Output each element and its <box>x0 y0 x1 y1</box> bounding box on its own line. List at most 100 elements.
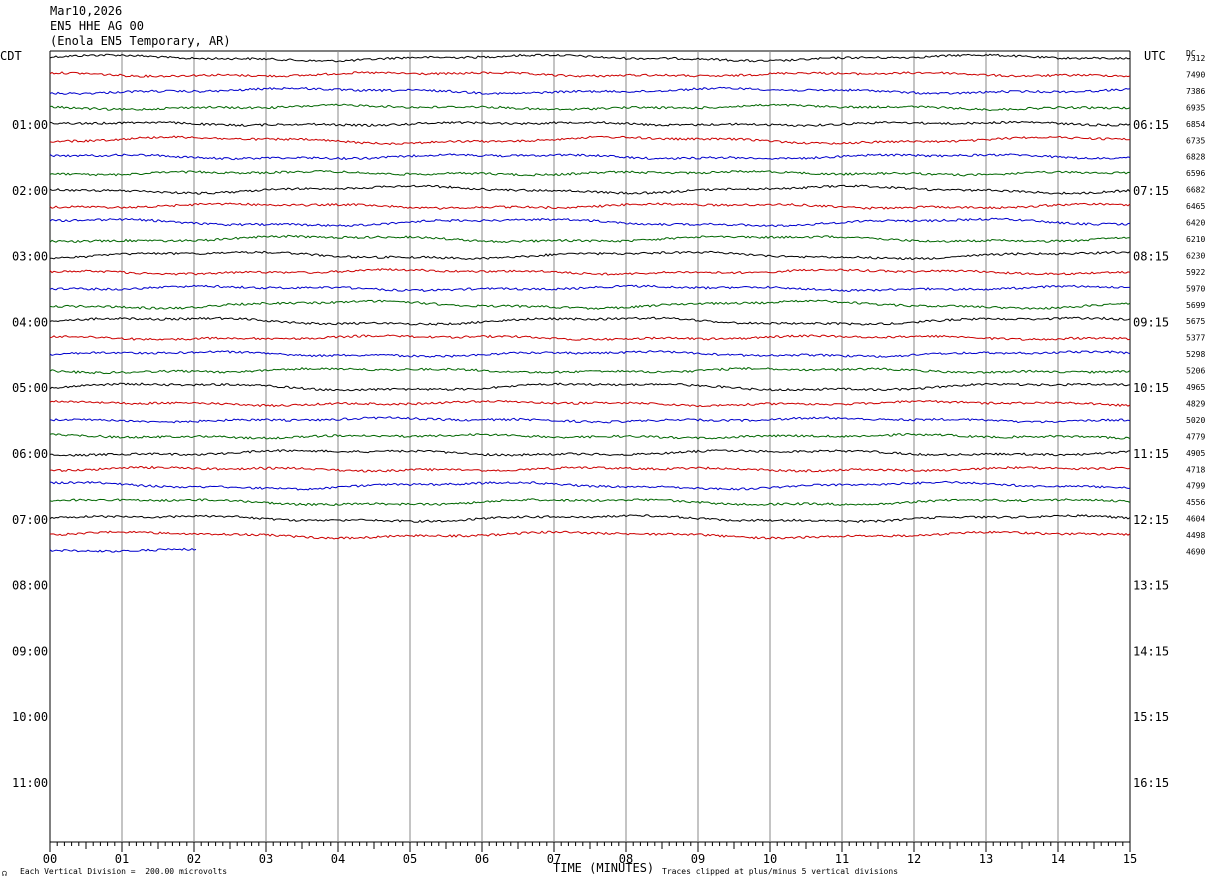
seismic-trace-row <box>49 399 1131 408</box>
dc-offset-label: 6596 <box>1186 169 1205 178</box>
seismic-trace-row <box>49 350 1131 358</box>
right-hour-label: 11:15 <box>1133 447 1169 461</box>
dc-offset-label: 6230 <box>1186 251 1205 260</box>
seismic-trace-row <box>49 217 1131 228</box>
seismic-trace-row <box>49 153 1131 161</box>
dc-offset-label: 6854 <box>1186 120 1205 129</box>
seismic-trace-row <box>49 103 1131 112</box>
seismic-trace-row <box>50 465 1131 473</box>
seismic-trace-row <box>49 480 1130 491</box>
dc-offset-label: 4604 <box>1186 515 1205 524</box>
right-timezone-label: UTC <box>1144 49 1166 63</box>
right-hour-label: 14:15 <box>1133 644 1169 658</box>
x-tick-label: 06 <box>475 852 489 866</box>
seismic-trace-row <box>49 184 1131 195</box>
dc-offset-label: 6465 <box>1186 202 1205 211</box>
seismic-trace-row <box>49 334 1131 341</box>
x-tick-label: 13 <box>979 852 993 866</box>
x-tick-label: 02 <box>187 852 201 866</box>
right-hour-label: 16:15 <box>1133 776 1169 790</box>
dc-offset-label: 6210 <box>1186 235 1205 244</box>
x-tick-label: 15 <box>1123 852 1137 866</box>
right-hour-label: 08:15 <box>1133 250 1169 264</box>
seismic-trace-row <box>49 514 1131 524</box>
dc-offset-label: 6828 <box>1186 153 1205 162</box>
x-tick-label: 04 <box>331 852 345 866</box>
seismic-trace-row <box>49 316 1131 326</box>
station-location: (Enola EN5 Temporary, AR) <box>50 34 231 48</box>
seismic-trace-row <box>49 547 197 553</box>
plot-date: Mar10,2026 <box>50 4 123 18</box>
dc-offset-label: 5922 <box>1186 268 1205 277</box>
right-hour-label: 12:15 <box>1133 513 1169 527</box>
dc-offset-label: 7386 <box>1186 87 1205 96</box>
dc-offset-header: DC <box>1186 49 1196 58</box>
seismic-trace-row <box>49 250 1131 261</box>
seismic-trace-row <box>49 135 1131 146</box>
right-hour-label: 15:15 <box>1133 710 1169 724</box>
seismic-trace-row <box>49 53 1131 63</box>
dc-offset-label: 6935 <box>1186 103 1205 112</box>
left-hour-label: 08:00 <box>12 579 48 593</box>
seismic-trace-row <box>49 86 1131 96</box>
dc-offset-label: 4690 <box>1186 548 1205 557</box>
x-tick-label: 09 <box>691 852 705 866</box>
seismic-trace-row <box>49 498 1131 507</box>
dc-offset-label: 5970 <box>1186 284 1205 293</box>
scale-note: Each Vertical Division = 200.00 microvol… <box>20 867 228 876</box>
right-hour-label: 13:15 <box>1133 579 1169 593</box>
x-tick-label: 07 <box>547 852 561 866</box>
seismic-trace-row <box>49 120 1131 127</box>
corner-mark-icon: ☊ <box>2 869 7 878</box>
right-hour-label: 09:15 <box>1133 315 1169 329</box>
x-tick-label: 12 <box>907 852 921 866</box>
seismic-trace-row <box>49 432 1131 440</box>
left-hour-label: 09:00 <box>12 644 48 658</box>
left-hour-label: 02:00 <box>12 184 48 198</box>
left-hour-label: 10:00 <box>12 710 48 724</box>
seismic-trace-row <box>49 299 1131 310</box>
seismic-trace-row <box>49 284 1130 293</box>
dc-offset-label: 4498 <box>1186 531 1205 540</box>
dc-offset-label: 4965 <box>1186 383 1205 392</box>
seismic-trace-row <box>49 71 1131 78</box>
dc-offset-label: 6420 <box>1186 219 1205 228</box>
seismic-trace-row <box>49 267 1131 276</box>
dc-offset-label: 6682 <box>1186 186 1205 195</box>
dc-offset-label: 5699 <box>1186 301 1205 310</box>
dc-offset-label: 7490 <box>1186 70 1205 79</box>
seismic-trace-row <box>49 202 1131 210</box>
x-tick-label: 00 <box>43 852 57 866</box>
left-hour-label: 04:00 <box>12 315 48 329</box>
dc-offset-label: 6735 <box>1186 136 1205 145</box>
seismic-trace-row <box>49 448 1131 457</box>
dc-offset-label: 5206 <box>1186 367 1205 376</box>
right-hour-label: 06:15 <box>1133 118 1169 132</box>
seismic-trace-row <box>49 382 1131 392</box>
x-tick-label: 10 <box>763 852 777 866</box>
x-tick-label: 08 <box>619 852 633 866</box>
left-hour-label: 11:00 <box>12 776 48 790</box>
left-hour-label: 05:00 <box>12 381 48 395</box>
left-timezone-label: CDT <box>0 49 22 63</box>
dc-offset-label: 5675 <box>1186 317 1205 326</box>
dc-offset-label: 4829 <box>1186 399 1205 408</box>
dc-offset-label: 5020 <box>1186 416 1205 425</box>
seismic-trace-row <box>49 416 1131 424</box>
left-hour-label: 06:00 <box>12 447 48 461</box>
x-tick-label: 05 <box>403 852 417 866</box>
x-tick-label: 11 <box>835 852 849 866</box>
dc-offset-label: 4905 <box>1186 449 1205 458</box>
right-hour-label: 07:15 <box>1133 184 1169 198</box>
seismic-trace-row <box>49 367 1131 375</box>
dc-offset-label: 5377 <box>1186 334 1205 343</box>
seismic-trace-row <box>49 530 1131 540</box>
dc-offset-label: 4799 <box>1186 482 1205 491</box>
x-tick-label: 01 <box>115 852 129 866</box>
dc-offset-label: 4718 <box>1186 465 1205 474</box>
seismic-trace-row <box>49 234 1131 244</box>
x-axis-title: TIME (MINUTES) <box>553 861 655 875</box>
right-hour-label: 10:15 <box>1133 381 1169 395</box>
seismic-trace-row <box>49 169 1131 177</box>
